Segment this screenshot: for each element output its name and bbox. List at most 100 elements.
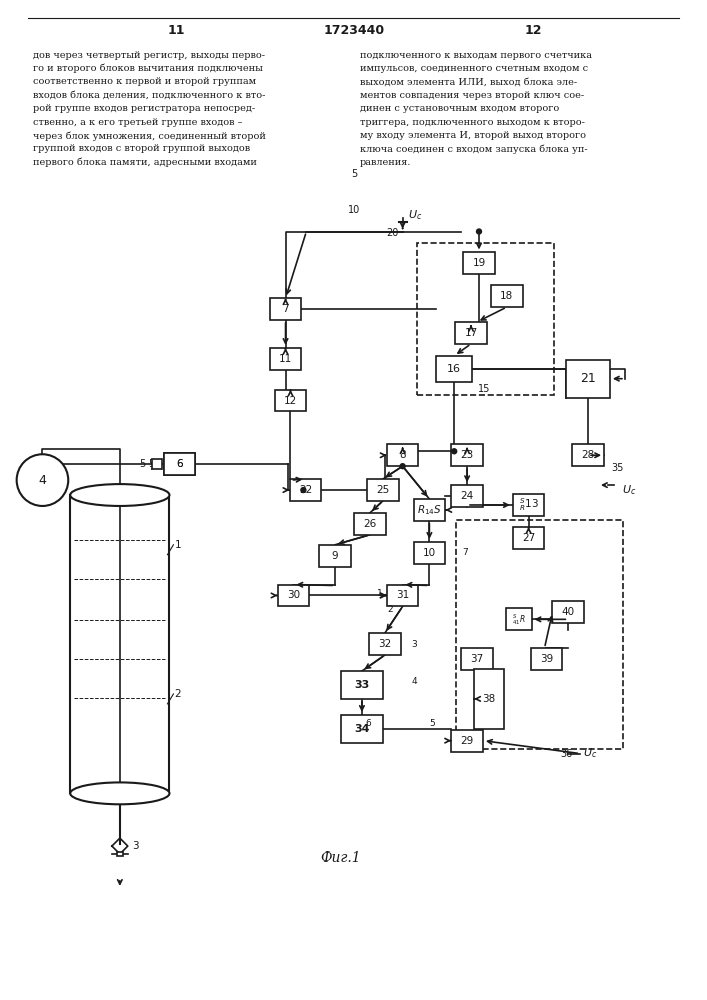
- Text: 37: 37: [470, 654, 484, 664]
- Text: 5: 5: [429, 719, 436, 728]
- Text: 33: 33: [354, 680, 370, 690]
- Text: импульсов, соединенного счетным входом с: импульсов, соединенного счетным входом с: [360, 64, 588, 73]
- Text: 21: 21: [580, 372, 596, 385]
- Bar: [341, 671, 382, 699]
- Bar: [506, 608, 532, 630]
- Text: 34: 34: [354, 724, 370, 734]
- Text: дов через четвертый регистр, выходы перво-: дов через четвертый регистр, выходы перв…: [33, 51, 264, 60]
- Text: соответственно к первой и второй группам: соответственно к первой и второй группам: [33, 77, 256, 86]
- Bar: [414, 542, 445, 564]
- Text: динен с установочным входом второго: динен с установочным входом второго: [360, 104, 559, 113]
- Text: $R_{14}S$: $R_{14}S$: [417, 503, 442, 517]
- Bar: [278, 585, 310, 606]
- Bar: [572, 444, 604, 466]
- Bar: [387, 585, 419, 606]
- Bar: [463, 252, 495, 274]
- Ellipse shape: [70, 782, 170, 804]
- Text: 6: 6: [365, 719, 370, 728]
- Text: выходом элемента ИЛИ, выход блока эле-: выходом элемента ИЛИ, выход блока эле-: [360, 77, 577, 86]
- Text: го и второго блоков вычитания подключены: го и второго блоков вычитания подключены: [33, 64, 262, 73]
- Bar: [70, 495, 170, 793]
- Text: 17: 17: [464, 328, 478, 338]
- Bar: [451, 730, 483, 752]
- Text: 26: 26: [363, 519, 377, 529]
- Text: ственно, а к его третьей группе входов –: ственно, а к его третьей группе входов –: [33, 118, 242, 127]
- Circle shape: [452, 449, 457, 454]
- Text: 2: 2: [175, 689, 181, 699]
- Bar: [289, 479, 321, 501]
- Text: ключа соединен с входом запуска блока уп-: ключа соединен с входом запуска блока уп…: [360, 144, 588, 154]
- Bar: [513, 527, 544, 549]
- Bar: [369, 633, 401, 655]
- Text: 20: 20: [387, 228, 399, 238]
- Text: 36: 36: [560, 749, 573, 759]
- Text: 11: 11: [279, 354, 292, 364]
- Bar: [436, 356, 472, 382]
- Bar: [367, 479, 399, 501]
- Text: рой группе входов регистратора непосред-: рой группе входов регистратора непосред-: [33, 104, 255, 113]
- Bar: [354, 513, 386, 535]
- Ellipse shape: [70, 484, 170, 506]
- Text: равления.: равления.: [360, 158, 411, 167]
- Text: 16: 16: [448, 364, 461, 374]
- Text: 35: 35: [612, 463, 624, 473]
- Text: 18: 18: [500, 291, 513, 301]
- Text: 11: 11: [168, 24, 185, 37]
- Text: 25: 25: [376, 485, 390, 495]
- Bar: [456, 520, 623, 749]
- Text: 12: 12: [525, 24, 542, 37]
- Text: му входу элемента И, второй выход второго: му входу элемента И, второй выход второг…: [360, 131, 586, 140]
- Text: 32: 32: [378, 639, 392, 649]
- Bar: [117, 852, 123, 856]
- Text: 30: 30: [287, 590, 300, 600]
- Bar: [414, 499, 445, 521]
- Text: ментов совпадения через второй ключ сое-: ментов совпадения через второй ключ сое-: [360, 91, 584, 100]
- Bar: [320, 545, 351, 567]
- Text: 5: 5: [351, 169, 357, 179]
- Text: 4: 4: [411, 677, 417, 686]
- Text: ${}^S_{41}R$: ${}^S_{41}R$: [512, 612, 525, 627]
- Text: 27: 27: [522, 533, 535, 543]
- Text: $U_c$: $U_c$: [583, 747, 597, 760]
- Text: 1: 1: [175, 540, 181, 550]
- Circle shape: [400, 464, 405, 469]
- Bar: [455, 322, 487, 344]
- Circle shape: [477, 229, 481, 234]
- Text: ${}^S_R13$: ${}^S_R13$: [519, 497, 539, 513]
- Text: 38: 38: [482, 694, 496, 704]
- Text: группой входов с второй группой выходов: группой входов с второй группой выходов: [33, 144, 250, 153]
- Text: 1: 1: [377, 589, 382, 598]
- Text: 7: 7: [282, 304, 289, 314]
- Text: 40: 40: [562, 607, 575, 617]
- Text: $U_c$: $U_c$: [622, 483, 636, 497]
- Text: триггера, подключенного выходом к второ-: триггера, подключенного выходом к второ-: [360, 118, 585, 127]
- Bar: [274, 390, 306, 411]
- Text: 22: 22: [299, 485, 312, 495]
- Bar: [491, 285, 522, 307]
- Text: 7: 7: [462, 548, 468, 557]
- Text: 24: 24: [460, 491, 474, 501]
- Text: 12: 12: [284, 396, 297, 406]
- Bar: [566, 360, 610, 398]
- Bar: [151, 459, 161, 469]
- Text: $U_c$: $U_c$: [407, 209, 422, 222]
- Text: 9: 9: [332, 551, 339, 561]
- Circle shape: [17, 454, 69, 506]
- Text: входов блока деления, подключенного к вто-: входов блока деления, подключенного к вт…: [33, 91, 265, 100]
- Bar: [451, 485, 483, 507]
- Bar: [530, 648, 562, 670]
- Bar: [387, 444, 419, 466]
- Text: 15: 15: [478, 384, 490, 394]
- Text: 23: 23: [460, 450, 474, 460]
- Bar: [474, 669, 504, 729]
- Text: первого блока памяти, адресными входами: первого блока памяти, адресными входами: [33, 158, 257, 167]
- Text: 39: 39: [540, 654, 553, 664]
- Bar: [552, 601, 584, 623]
- Text: 6: 6: [176, 459, 182, 469]
- Text: 19: 19: [472, 258, 486, 268]
- Text: Фиг.1: Фиг.1: [320, 851, 361, 865]
- Text: 10: 10: [423, 548, 436, 558]
- Bar: [341, 715, 382, 743]
- Bar: [163, 453, 195, 475]
- Text: 4: 4: [38, 474, 47, 487]
